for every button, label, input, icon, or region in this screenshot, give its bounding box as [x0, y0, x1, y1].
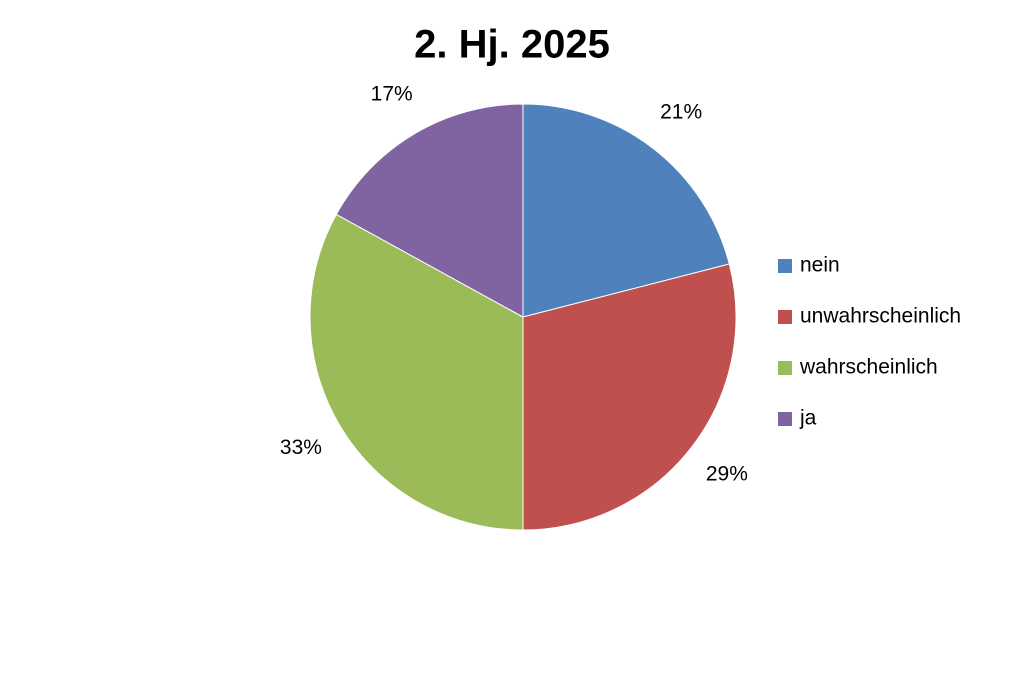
data-label: 17% — [371, 82, 413, 105]
legend-label: wahrscheinlich — [799, 356, 938, 379]
legend-swatch — [778, 310, 792, 324]
pie-slice — [335, 103, 524, 318]
pie-slice — [522, 263, 737, 531]
legend-label: nein — [800, 254, 840, 277]
legend-label: ja — [799, 407, 817, 430]
pie-slice — [522, 103, 730, 318]
chart-title: 2. Hj. 2025 — [414, 23, 610, 67]
data-label: 29% — [706, 463, 748, 486]
data-label: 33% — [280, 436, 322, 459]
pie-slice — [309, 213, 524, 531]
legend-swatch — [778, 361, 792, 375]
legend-swatch — [778, 412, 792, 426]
legend-label: unwahrscheinlich — [800, 305, 961, 328]
data-label: 21% — [660, 101, 702, 124]
legend-swatch — [778, 259, 792, 273]
